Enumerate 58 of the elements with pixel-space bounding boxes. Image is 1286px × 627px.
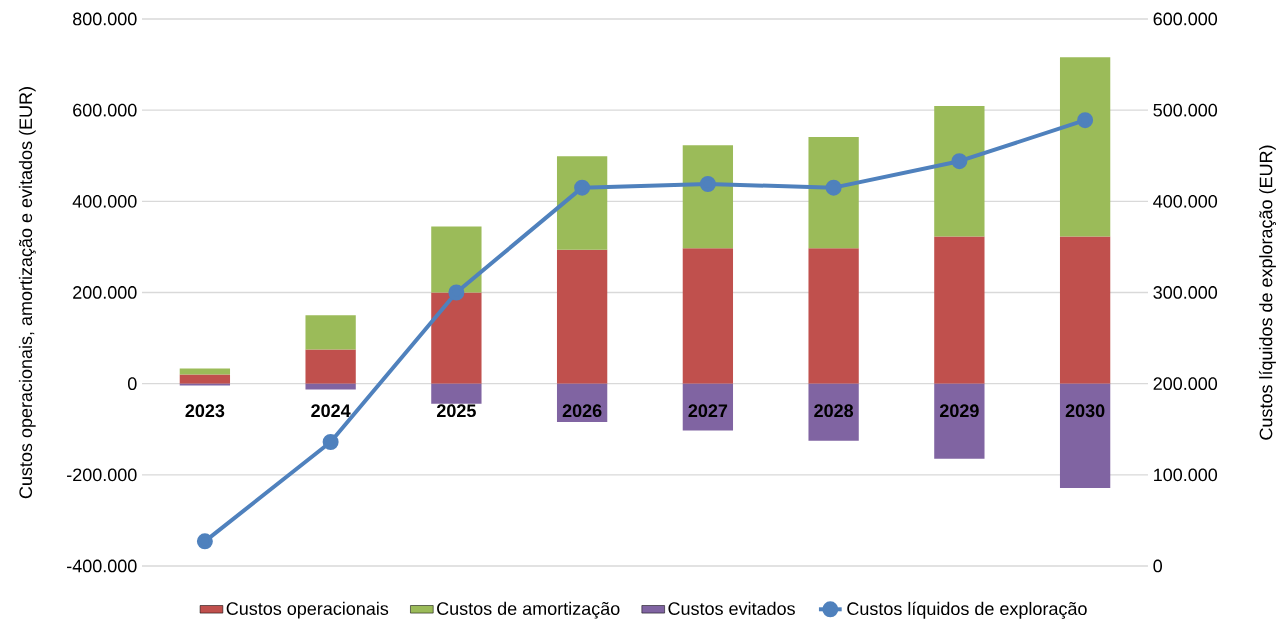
bar — [556, 156, 608, 250]
y-tick-label: 400.000 — [72, 194, 137, 208]
x-tick-label: 2027 — [688, 404, 728, 418]
y-tick-label: -200.000 — [67, 468, 137, 482]
point — [1077, 112, 1094, 129]
point — [699, 176, 716, 192]
bar — [934, 383, 985, 459]
y2-tick-label: 500.000 — [1153, 103, 1218, 117]
bar — [682, 248, 734, 384]
x-tick-label: 2023 — [185, 404, 225, 418]
point — [574, 179, 591, 196]
y2-tick-label: 600.000 — [1153, 12, 1218, 26]
x-tick-label: 2029 — [939, 404, 979, 418]
x-tick-label: 2028 — [814, 404, 854, 418]
bar — [556, 249, 608, 384]
y-tick-label: 800.000 — [73, 12, 137, 26]
point — [951, 153, 968, 170]
y2-tick-label: 200.000 — [1153, 377, 1218, 391]
bar — [431, 292, 482, 384]
y2-tick-label: 400.000 — [1153, 194, 1218, 208]
legend-label: Custos líquidos de exploração — [847, 601, 1087, 619]
x-tick-label: 2024 — [311, 404, 351, 418]
point — [322, 434, 339, 450]
bar — [682, 383, 734, 431]
point — [196, 533, 213, 550]
y2-tick-label: 300.000 — [1153, 286, 1218, 299]
bar — [808, 383, 859, 441]
y-tick-label: 200.000 — [73, 286, 137, 299]
bar — [305, 383, 356, 390]
bar — [431, 226, 482, 293]
x-tick-label: 2026 — [562, 404, 602, 418]
bar — [305, 315, 356, 350]
bar — [682, 145, 734, 249]
y-tick-label: 600.000 — [73, 103, 137, 117]
bar — [808, 248, 859, 384]
bar — [1059, 383, 1111, 489]
x-tick-label: 2030 — [1065, 404, 1105, 418]
y-tick-label: 0 — [128, 377, 137, 391]
bar — [179, 368, 231, 375]
y2-tick-label: 0 — [1153, 559, 1163, 573]
bar — [1059, 57, 1111, 237]
y-tick-label: -400.000 — [67, 559, 137, 573]
legend-label: Custos evitados — [668, 601, 795, 615]
point — [825, 179, 842, 196]
bar — [808, 137, 859, 249]
y2-axis-title: Custos líquidos de exploração (EUR) — [1258, 145, 1276, 440]
bar — [1059, 236, 1111, 384]
x-tick-label: 2025 — [436, 404, 476, 418]
bar — [431, 383, 482, 404]
legend-label: Custos operacionais — [226, 601, 389, 619]
bar — [934, 236, 985, 384]
y-axis-title: Custos operacionais, amortização e evitados (EUR) — [18, 87, 36, 499]
y2-tick-label: 100.000 — [1154, 468, 1218, 482]
bar — [179, 374, 231, 384]
bar — [305, 349, 356, 384]
point — [448, 284, 465, 301]
legend-label: Custos de amortização — [437, 601, 620, 619]
bar — [934, 106, 985, 237]
